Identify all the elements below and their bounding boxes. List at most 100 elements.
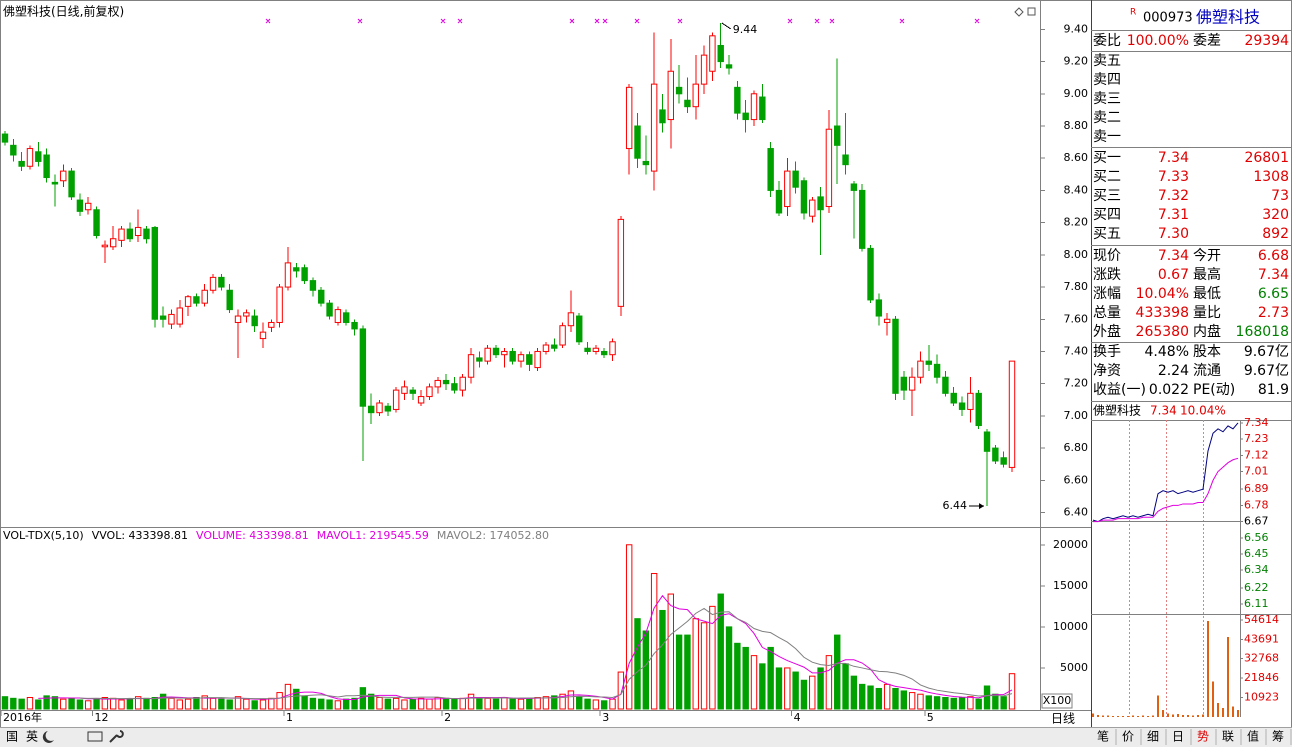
candle-body	[251, 315, 258, 327]
candle-body	[384, 405, 392, 412]
label: 内盘	[1193, 323, 1221, 340]
volume-bar	[892, 687, 899, 710]
volume-bar	[609, 698, 616, 710]
volume-bar	[442, 697, 450, 710]
tab[interactable]: 势	[1197, 730, 1209, 744]
label: 卖一	[1093, 129, 1121, 145]
x-tick-label: 2016年	[3, 710, 42, 724]
candle-body	[259, 331, 267, 340]
candle-body	[634, 125, 641, 159]
volume-bar	[551, 695, 558, 710]
volume-bar	[417, 697, 425, 710]
y-tick-label: 10000	[1053, 620, 1088, 633]
volume-bar	[176, 699, 183, 710]
tab[interactable]: 细	[1147, 730, 1159, 744]
label: 卖二	[1093, 110, 1121, 126]
y-tick-label: 8.60	[1064, 151, 1089, 164]
candle-body	[883, 318, 891, 323]
candle-body	[709, 35, 716, 72]
volume-bar	[168, 697, 175, 710]
volume-bar	[659, 609, 666, 710]
tab[interactable]: 价	[1122, 730, 1134, 744]
volume-bar	[883, 683, 891, 710]
label: 换手	[1093, 343, 1121, 360]
volume-bar	[875, 687, 883, 710]
x-tick-label: 2	[444, 711, 451, 724]
volume-bar	[784, 667, 791, 710]
candle-body	[825, 128, 833, 208]
volume-bar	[334, 700, 342, 710]
label: 量比	[1193, 305, 1221, 321]
candle-body	[442, 379, 450, 385]
y-tick-label: 8.80	[1064, 119, 1089, 132]
moon-icon[interactable]	[42, 731, 54, 743]
volume-bar	[975, 698, 982, 710]
candle-body	[451, 383, 458, 391]
volume-bar	[592, 699, 600, 710]
candle-body	[559, 325, 566, 346]
unit-label: X100	[1043, 694, 1072, 707]
y-tick-label: 7.60	[1064, 312, 1089, 325]
candle-body	[750, 93, 758, 121]
tab[interactable]: 日	[1172, 730, 1184, 744]
volume-bar	[850, 675, 858, 710]
toolbar-button[interactable]: 国	[6, 730, 18, 744]
label: 买五	[1093, 226, 1121, 242]
volume-bar	[76, 699, 84, 710]
settings-icon[interactable]	[109, 730, 124, 743]
value: 320	[1262, 207, 1289, 223]
candle-body	[151, 226, 159, 320]
value: 6.68	[1258, 248, 1289, 264]
volume-bar	[343, 698, 350, 710]
tab[interactable]: 联	[1222, 730, 1234, 744]
tab[interactable]: 筹	[1272, 730, 1284, 744]
mini-grid	[1129, 420, 1204, 717]
period-label[interactable]: 日线	[1051, 712, 1075, 726]
candle-body	[351, 321, 358, 330]
label: 涨幅	[1093, 286, 1121, 302]
volume-bar	[243, 698, 250, 710]
candle-body	[467, 354, 475, 378]
volume-bar	[60, 698, 67, 710]
candle-body	[18, 160, 25, 167]
candle-body	[68, 170, 75, 198]
label: 委差	[1193, 33, 1221, 49]
candle-body	[76, 199, 84, 212]
y-tick-label: 5000	[1060, 661, 1088, 674]
toolbar-button[interactable]: 英	[26, 730, 38, 744]
volume-bar	[492, 698, 500, 710]
volume-bar	[293, 688, 300, 710]
tab[interactable]: 笔	[1097, 729, 1109, 744]
volume-bar	[634, 618, 641, 710]
candle-body	[983, 431, 991, 452]
candle-body	[617, 218, 625, 307]
keyboard-icon[interactable]	[87, 731, 103, 742]
badge: R	[1130, 8, 1136, 18]
volume-bar	[800, 679, 808, 710]
candle-body	[334, 309, 342, 323]
window-icons[interactable]	[1014, 7, 1036, 17]
volume-bar	[93, 698, 100, 710]
volume-bar	[1, 696, 9, 710]
volume-bar	[309, 697, 317, 710]
volume-bar	[1000, 696, 1007, 710]
quote-panel: R 000973 佛塑科技 委比 100.00% 委差 29394 卖五卖四卖三卖二卖一…	[1093, 8, 1289, 399]
volume-bar	[650, 573, 658, 710]
tab[interactable]: 值	[1247, 729, 1259, 744]
y-tick-label: 9.20	[1064, 55, 1089, 68]
candle-body	[409, 389, 416, 394]
volume-bar	[625, 544, 633, 710]
candle-body	[509, 350, 516, 362]
candle-body	[1, 133, 9, 143]
value: 2.73	[1258, 305, 1289, 321]
candle-body	[226, 289, 233, 311]
candle-body	[343, 312, 350, 323]
x-tick-label: 5	[927, 711, 934, 724]
label: 最高	[1193, 266, 1221, 283]
candle-body	[1000, 457, 1007, 465]
y-tick-label: 6.56	[1244, 531, 1269, 544]
legend-entry: VOL-TDX(5,10)	[3, 529, 84, 542]
volume-bar	[933, 696, 941, 710]
candle-body	[759, 96, 766, 121]
